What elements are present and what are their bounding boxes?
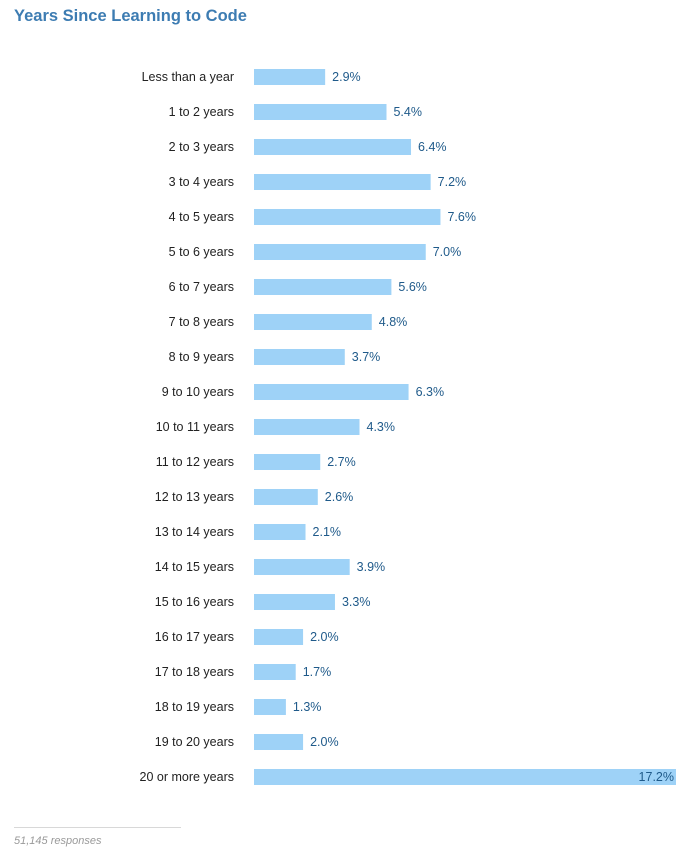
- bar-row-16-to-17-years: 16 to 17 years 2.0%: [155, 629, 339, 645]
- category-label: 10 to 11 years: [156, 420, 234, 434]
- bar-10-to-11-years: [254, 419, 360, 435]
- category-label: 8 to 9 years: [169, 350, 234, 364]
- category-label: 5 to 6 years: [169, 245, 234, 259]
- value-label: 17.2%: [639, 770, 674, 784]
- value-label: 1.3%: [293, 700, 322, 714]
- bar-row-6-to-7-years: 6 to 7 years 5.6%: [169, 279, 427, 295]
- bar-8-to-9-years: [254, 349, 345, 365]
- bar-row-4-to-5-years: 4 to 5 years 7.6%: [169, 209, 476, 225]
- bar-5-to-6-years: [254, 244, 426, 260]
- footer-divider: [14, 827, 181, 828]
- category-label: 13 to 14 years: [155, 525, 234, 539]
- bar-17-to-18-years: [254, 664, 296, 680]
- value-label: 2.1%: [313, 525, 342, 539]
- bar-15-to-16-years: [254, 594, 335, 610]
- bar-row-7-to-8-years: 7 to 8 years 4.8%: [169, 314, 408, 330]
- bar-1-to-2-years: [254, 104, 387, 120]
- bar-row-12-to-13-years: 12 to 13 years 2.6%: [155, 489, 354, 505]
- bar-row-5-to-6-years: 5 to 6 years 7.0%: [169, 244, 462, 260]
- value-label: 2.9%: [332, 70, 361, 84]
- bar-row-1-to-2-years: 1 to 2 years 5.4%: [169, 104, 422, 120]
- category-label: 3 to 4 years: [169, 175, 234, 189]
- category-label: 15 to 16 years: [155, 595, 234, 609]
- value-label: 3.7%: [352, 350, 381, 364]
- value-label: 5.6%: [398, 280, 427, 294]
- category-label: 6 to 7 years: [169, 280, 234, 294]
- bar-12-to-13-years: [254, 489, 318, 505]
- value-label: 2.7%: [327, 455, 356, 469]
- bar-6-to-7-years: [254, 279, 392, 295]
- bar-row-10-to-11-years: 10 to 11 years 4.3%: [156, 419, 395, 435]
- bar-16-to-17-years: [254, 629, 304, 645]
- category-label: 14 to 15 years: [155, 560, 234, 574]
- bar-20-or-more-years: [254, 769, 676, 785]
- bar-7-to-8-years: [254, 314, 372, 330]
- value-label: 1.7%: [303, 665, 332, 679]
- category-label: 2 to 3 years: [169, 140, 234, 154]
- bar-18-to-19-years: [254, 699, 286, 715]
- bar-row-19-to-20-years: 19 to 20 years 2.0%: [155, 734, 339, 750]
- bar-4-to-5-years: [254, 209, 441, 225]
- category-label: 7 to 8 years: [169, 315, 234, 329]
- bar-row-15-to-16-years: 15 to 16 years 3.3%: [155, 594, 371, 610]
- bar-row-18-to-19-years: 18 to 19 years 1.3%: [155, 699, 322, 715]
- bar-3-to-4-years: [254, 174, 431, 190]
- value-label: 5.4%: [393, 105, 422, 119]
- category-label: 11 to 12 years: [156, 455, 234, 469]
- bar-row-20-or-more-years: 20 or more years 17.2%: [140, 769, 676, 785]
- bar-less-than-a-year: [254, 69, 326, 85]
- bar-row-2-to-3-years: 2 to 3 years 6.4%: [169, 139, 447, 155]
- value-label: 7.2%: [438, 175, 467, 189]
- value-label: 2.0%: [310, 735, 339, 749]
- value-label: 7.0%: [433, 245, 462, 259]
- category-label: 20 or more years: [140, 770, 234, 784]
- category-label: 19 to 20 years: [155, 735, 234, 749]
- bar-row-3-to-4-years: 3 to 4 years 7.2%: [169, 174, 466, 190]
- category-label: 4 to 5 years: [169, 210, 234, 224]
- category-label: 16 to 17 years: [155, 630, 234, 644]
- chart-title: Years Since Learning to Code: [14, 7, 247, 25]
- value-label: 4.8%: [379, 315, 408, 329]
- bar-13-to-14-years: [254, 524, 306, 540]
- bar-2-to-3-years: [254, 139, 412, 155]
- value-label: 6.3%: [416, 385, 445, 399]
- category-label: 18 to 19 years: [155, 700, 234, 714]
- bar-row-17-to-18-years: 17 to 18 years 1.7%: [155, 664, 331, 680]
- value-label: 3.3%: [342, 595, 371, 609]
- value-label: 2.0%: [310, 630, 339, 644]
- value-label: 7.6%: [447, 210, 476, 224]
- value-label: 4.3%: [367, 420, 396, 434]
- category-label: 17 to 18 years: [155, 665, 234, 679]
- category-label: Less than a year: [142, 70, 234, 84]
- bar-row-14-to-15-years: 14 to 15 years 3.9%: [155, 559, 385, 575]
- value-label: 2.6%: [325, 490, 354, 504]
- bar-row-9-to-10-years: 9 to 10 years 6.3%: [162, 384, 444, 400]
- response-count: 51,145 responses: [14, 835, 102, 847]
- value-label: 6.4%: [418, 140, 447, 154]
- category-label: 1 to 2 years: [169, 105, 234, 119]
- bar-19-to-20-years: [254, 734, 304, 750]
- bar-9-to-10-years: [254, 384, 409, 400]
- bar-row-less-than-a-year: Less than a year 2.9%: [142, 69, 361, 85]
- category-label: 12 to 13 years: [155, 490, 234, 504]
- category-label: 9 to 10 years: [162, 385, 234, 399]
- bar-row-8-to-9-years: 8 to 9 years 3.7%: [169, 349, 381, 365]
- value-label: 3.9%: [357, 560, 386, 574]
- bar-14-to-15-years: [254, 559, 350, 575]
- bar-11-to-12-years: [254, 454, 321, 470]
- bar-row-11-to-12-years: 11 to 12 years 2.7%: [156, 454, 356, 470]
- bar-row-13-to-14-years: 13 to 14 years 2.1%: [155, 524, 341, 540]
